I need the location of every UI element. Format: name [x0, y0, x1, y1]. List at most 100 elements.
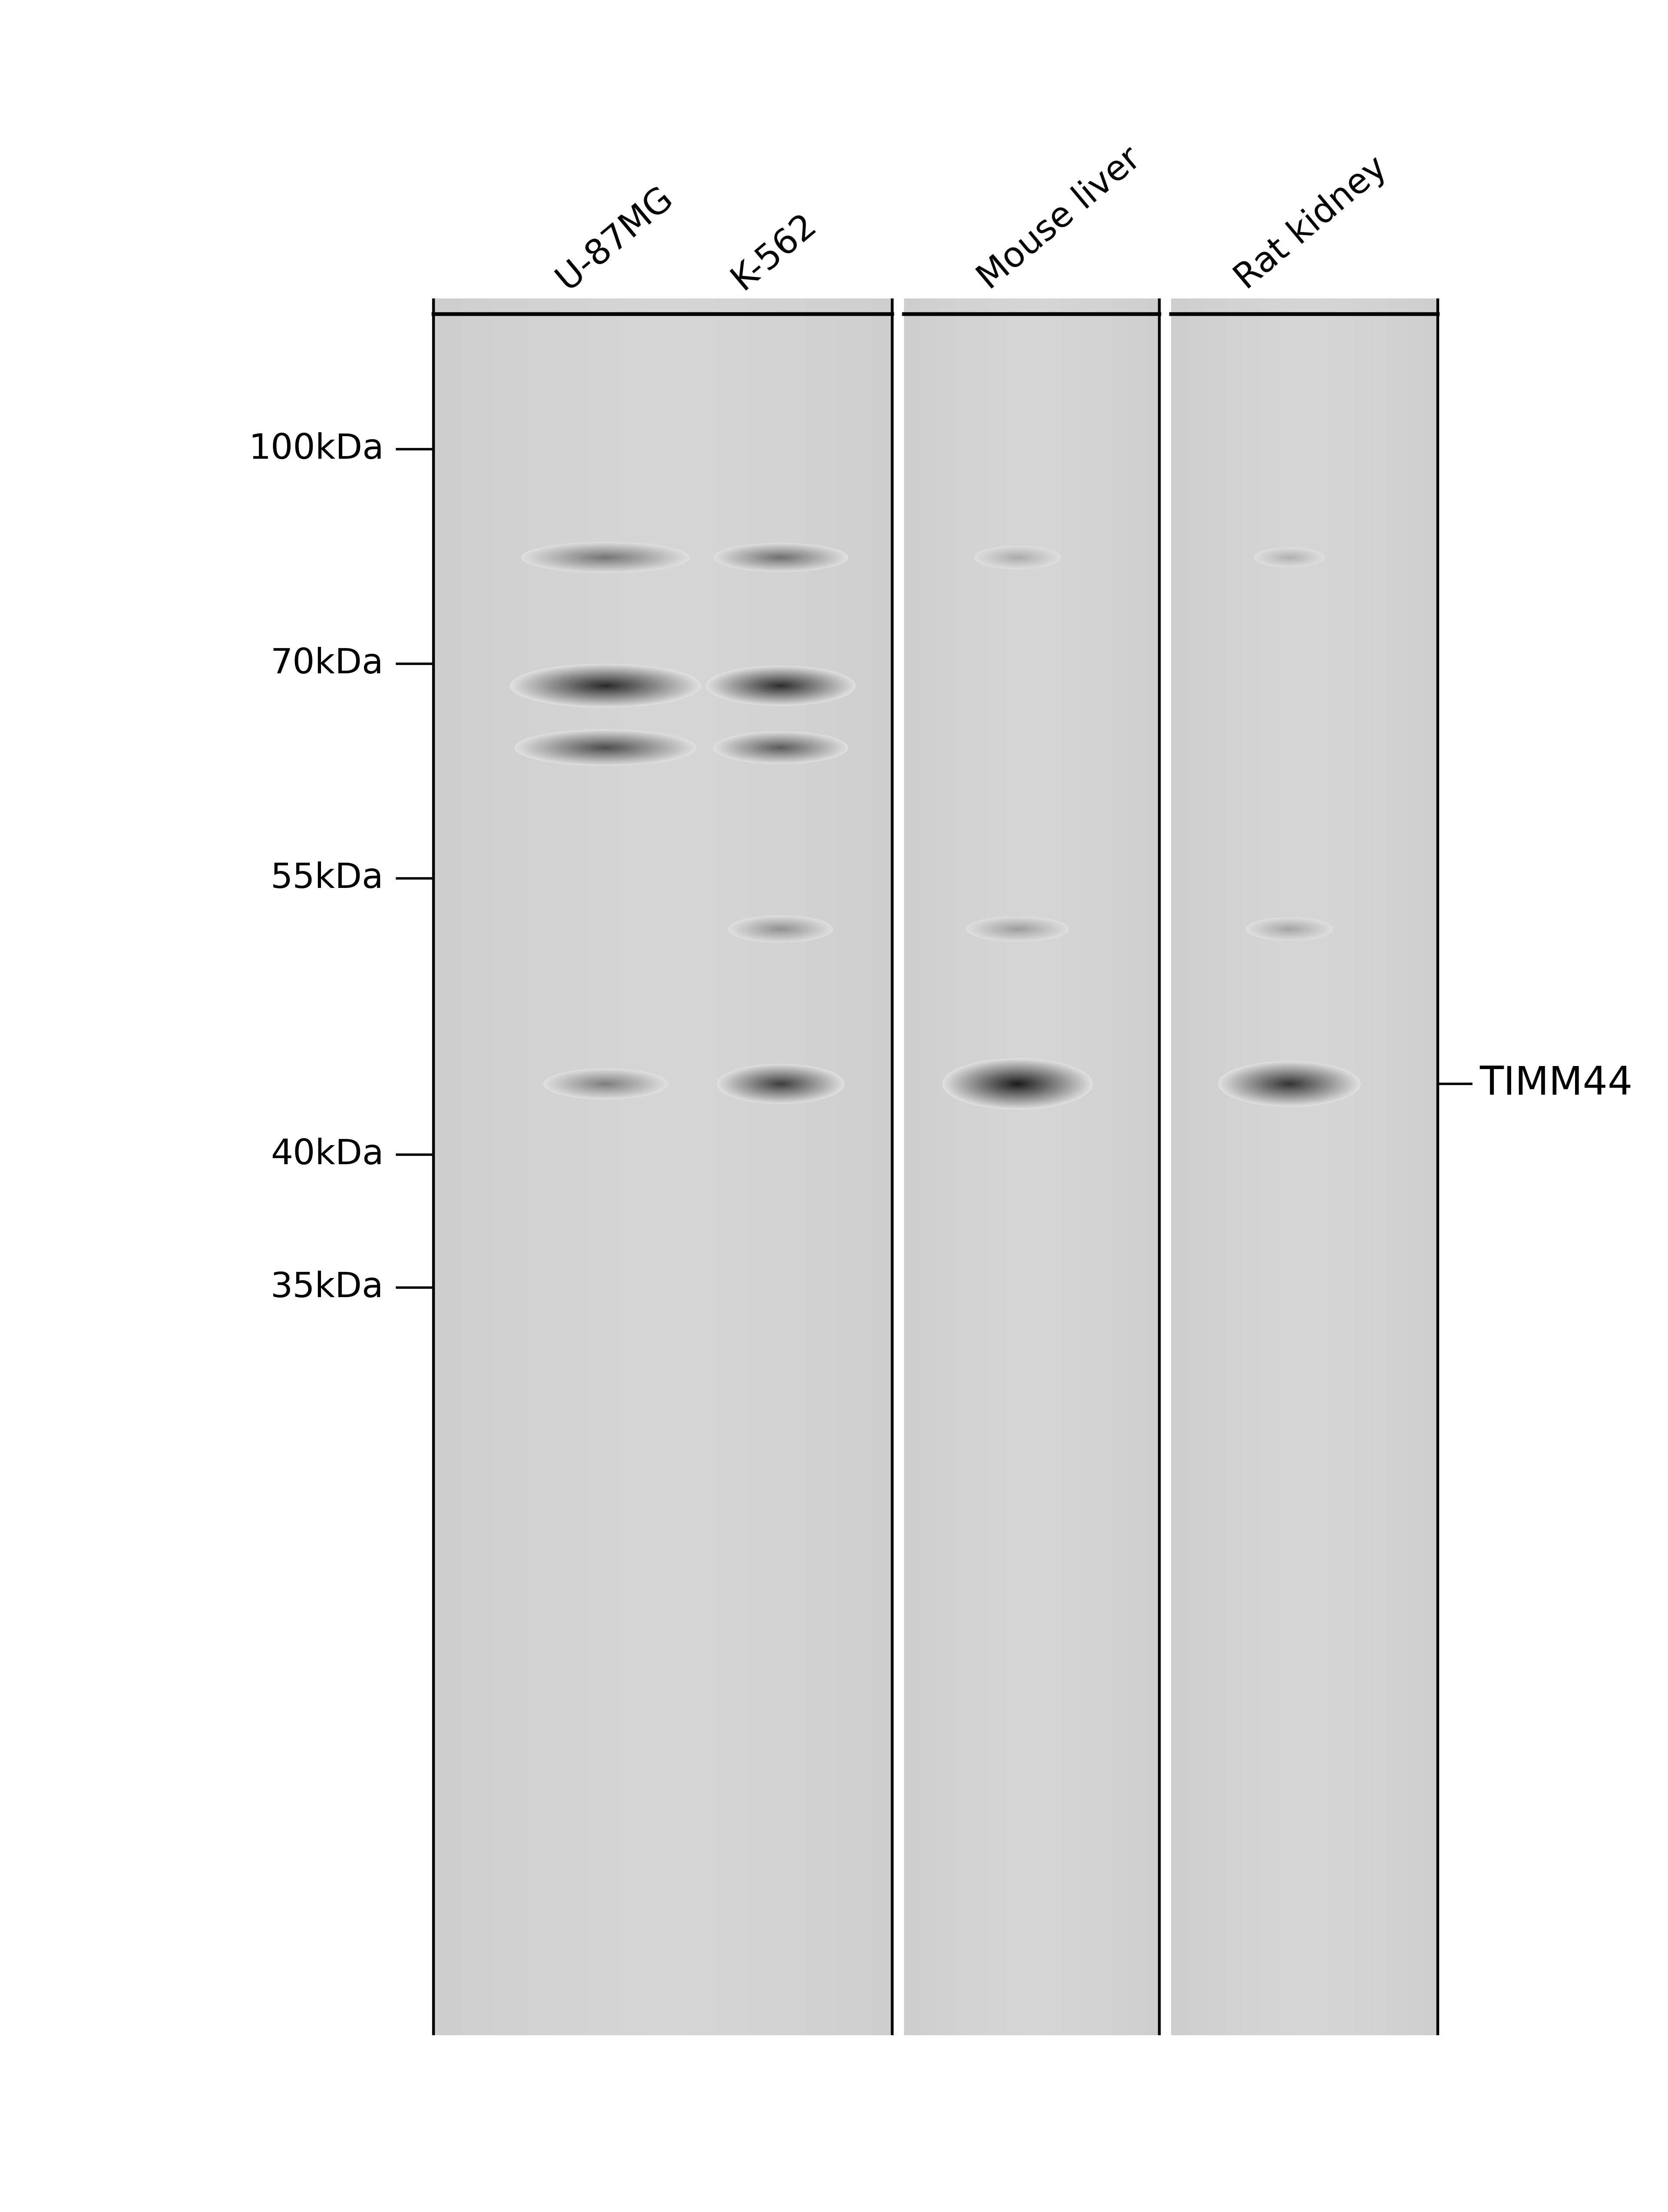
Ellipse shape: [1249, 918, 1329, 940]
Ellipse shape: [535, 734, 676, 761]
Ellipse shape: [1002, 1079, 1032, 1088]
Ellipse shape: [721, 732, 841, 763]
Ellipse shape: [1254, 549, 1324, 566]
Ellipse shape: [741, 918, 821, 940]
Ellipse shape: [1266, 922, 1313, 936]
Ellipse shape: [589, 681, 622, 690]
Ellipse shape: [1278, 1079, 1301, 1088]
Ellipse shape: [552, 1071, 659, 1097]
Ellipse shape: [1279, 927, 1299, 931]
Bar: [1313, 299, 1318, 2035]
Bar: [1006, 299, 1011, 2035]
Ellipse shape: [1218, 1062, 1361, 1106]
Ellipse shape: [574, 1075, 637, 1093]
Ellipse shape: [1266, 551, 1313, 564]
Ellipse shape: [564, 1073, 647, 1095]
Ellipse shape: [1002, 925, 1032, 933]
Ellipse shape: [992, 922, 1042, 936]
Ellipse shape: [1249, 918, 1329, 940]
Bar: [989, 299, 994, 2035]
Ellipse shape: [577, 1077, 634, 1091]
Ellipse shape: [759, 925, 802, 933]
Ellipse shape: [1228, 1064, 1351, 1104]
Ellipse shape: [542, 670, 669, 701]
Bar: [579, 299, 587, 2035]
Ellipse shape: [1246, 918, 1333, 940]
Ellipse shape: [736, 549, 826, 566]
Bar: [1336, 299, 1339, 2035]
Ellipse shape: [575, 741, 636, 754]
Ellipse shape: [771, 684, 791, 688]
Ellipse shape: [747, 677, 814, 695]
Ellipse shape: [772, 745, 789, 750]
Ellipse shape: [1001, 925, 1034, 933]
Ellipse shape: [767, 925, 794, 933]
Ellipse shape: [584, 681, 627, 690]
Ellipse shape: [532, 732, 679, 763]
Ellipse shape: [746, 920, 816, 938]
Text: 70kDa: 70kDa: [270, 646, 384, 681]
Ellipse shape: [580, 1077, 631, 1091]
Ellipse shape: [1279, 555, 1299, 560]
Ellipse shape: [544, 546, 667, 568]
Ellipse shape: [759, 743, 804, 752]
Ellipse shape: [991, 922, 1044, 936]
Ellipse shape: [731, 546, 831, 568]
Ellipse shape: [535, 670, 676, 701]
Ellipse shape: [1253, 920, 1326, 938]
Ellipse shape: [589, 555, 622, 560]
Ellipse shape: [570, 1075, 641, 1093]
Bar: [1323, 299, 1326, 2035]
Ellipse shape: [549, 1071, 662, 1097]
Bar: [570, 299, 579, 2035]
Text: 55kDa: 55kDa: [270, 860, 384, 896]
Ellipse shape: [756, 922, 806, 936]
Ellipse shape: [562, 1073, 649, 1095]
Bar: [1216, 299, 1219, 2035]
Ellipse shape: [981, 920, 1054, 938]
Ellipse shape: [579, 1077, 632, 1091]
Ellipse shape: [747, 739, 814, 757]
Ellipse shape: [1229, 1064, 1349, 1104]
Ellipse shape: [587, 743, 624, 752]
Ellipse shape: [1251, 1071, 1328, 1097]
Ellipse shape: [1011, 927, 1024, 931]
Bar: [937, 299, 942, 2035]
Ellipse shape: [1012, 1082, 1022, 1086]
Bar: [1389, 299, 1393, 2035]
Ellipse shape: [957, 1064, 1078, 1104]
Ellipse shape: [532, 668, 679, 703]
Bar: [1113, 299, 1118, 2035]
Ellipse shape: [1011, 555, 1024, 560]
Bar: [869, 299, 877, 2035]
Ellipse shape: [757, 922, 804, 936]
Bar: [1376, 299, 1379, 2035]
Ellipse shape: [547, 737, 664, 759]
Ellipse shape: [532, 544, 679, 571]
Ellipse shape: [595, 684, 615, 688]
Ellipse shape: [952, 1062, 1083, 1106]
Ellipse shape: [727, 1066, 834, 1102]
Text: K-562: K-562: [726, 208, 822, 296]
Bar: [854, 299, 862, 2035]
Ellipse shape: [992, 551, 1042, 564]
Ellipse shape: [719, 668, 844, 703]
Ellipse shape: [737, 675, 824, 697]
Ellipse shape: [766, 1079, 796, 1088]
Bar: [1406, 299, 1411, 2035]
Ellipse shape: [542, 734, 669, 761]
Ellipse shape: [1258, 549, 1321, 566]
Ellipse shape: [1273, 1079, 1306, 1088]
Ellipse shape: [1283, 555, 1296, 560]
Ellipse shape: [577, 679, 634, 692]
Ellipse shape: [590, 1079, 620, 1088]
Bar: [1041, 299, 1044, 2035]
Ellipse shape: [1284, 555, 1294, 560]
Bar: [632, 299, 641, 2035]
Bar: [534, 299, 540, 2035]
Ellipse shape: [514, 730, 697, 765]
Ellipse shape: [594, 1082, 617, 1086]
Bar: [694, 299, 701, 2035]
Bar: [1304, 299, 1309, 2035]
Ellipse shape: [597, 1082, 614, 1086]
